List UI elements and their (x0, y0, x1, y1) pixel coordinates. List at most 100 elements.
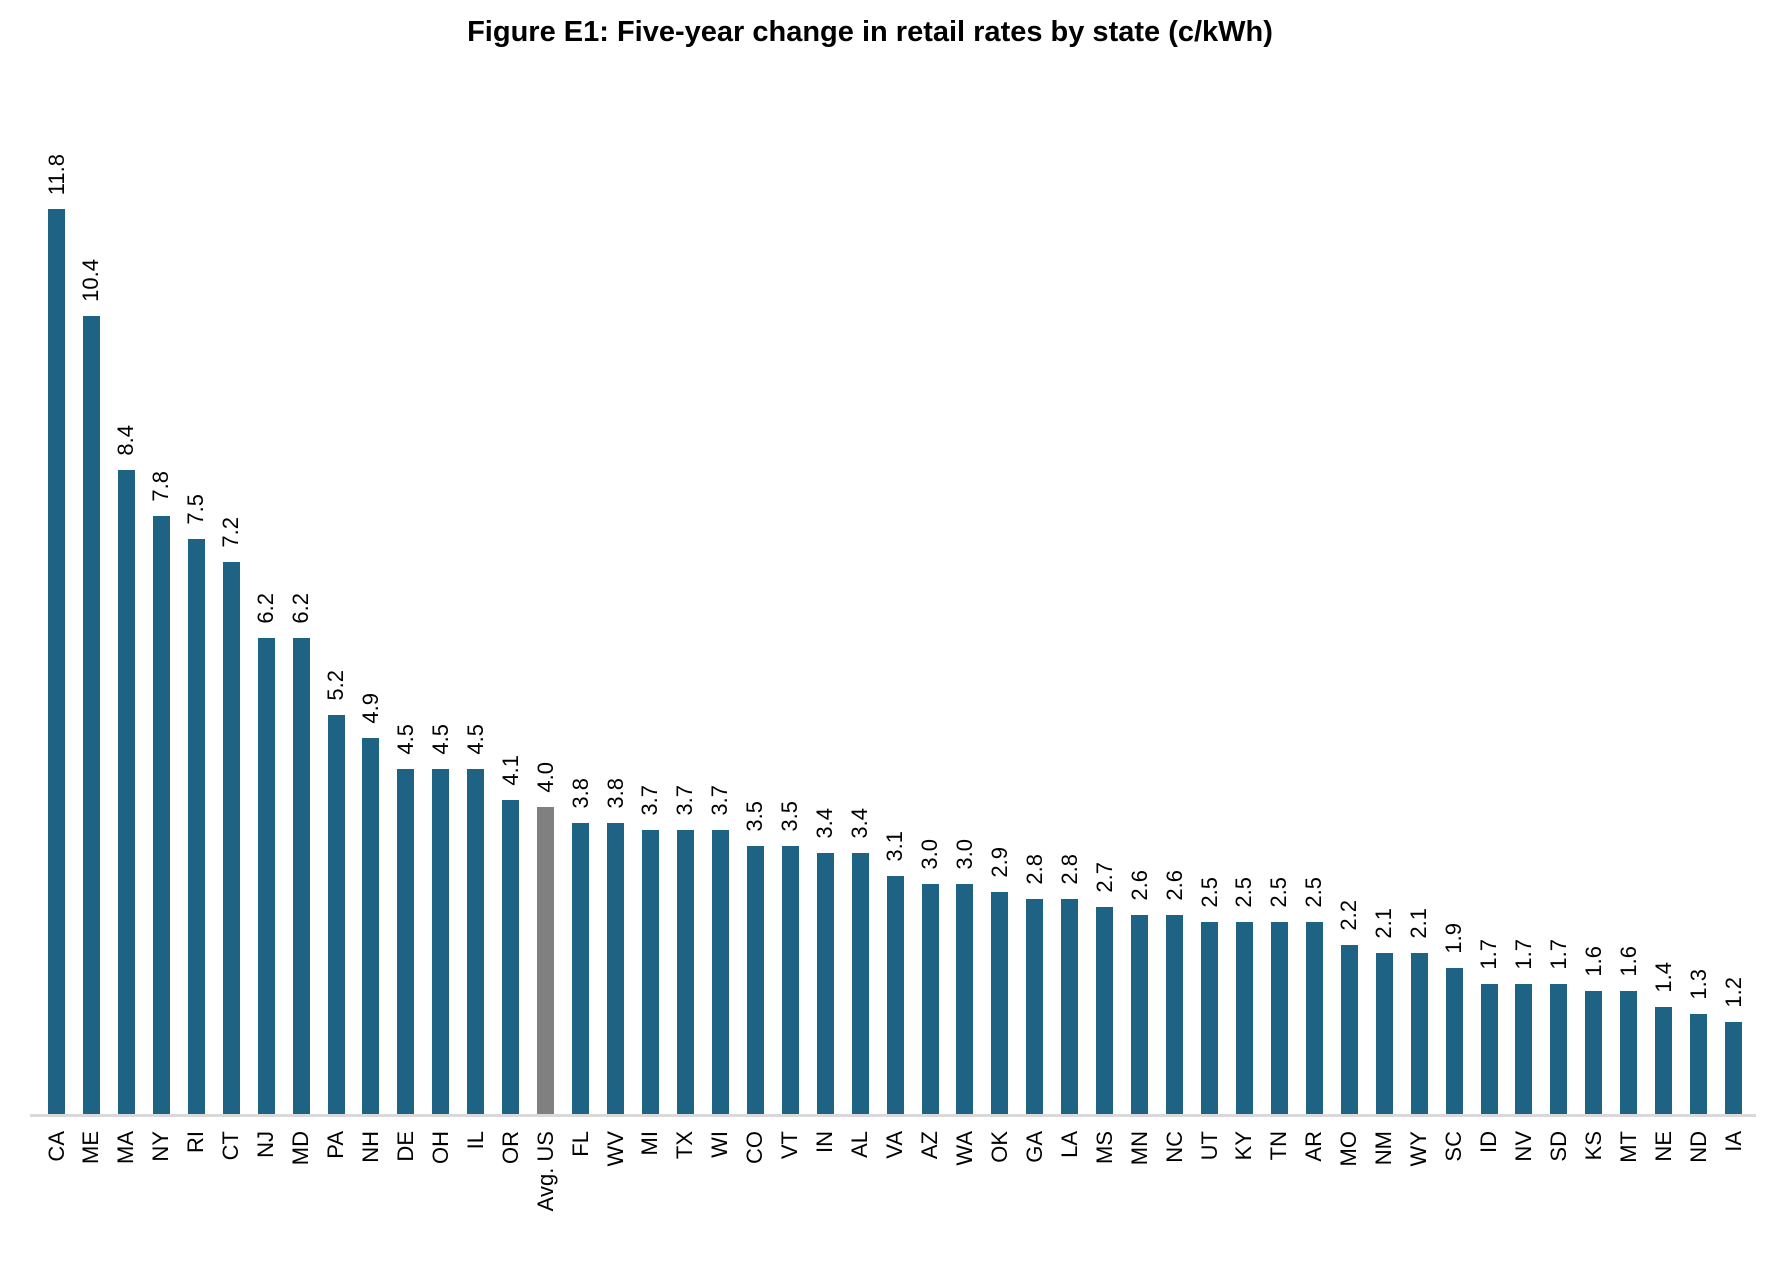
value-label-tx: 3.7 (672, 785, 698, 816)
bar-va (886, 876, 904, 1114)
value-label-ia: 1.2 (1720, 977, 1746, 1008)
value-label-mi: 3.7 (637, 785, 663, 816)
bar-az (921, 884, 939, 1114)
value-label-tn: 2.5 (1266, 877, 1292, 908)
value-label-vt: 3.5 (777, 801, 803, 832)
value-label-sd: 1.7 (1545, 939, 1571, 970)
value-label-pa: 5.2 (323, 670, 349, 701)
category-label-ct: CT (218, 1131, 244, 1161)
bar-oh (432, 769, 450, 1114)
bar-nd (1690, 1014, 1708, 1114)
value-label-il: 4.5 (462, 724, 488, 755)
bar-mn (1131, 915, 1149, 1114)
bar-mo (1340, 945, 1358, 1114)
value-label-mt: 1.6 (1615, 946, 1641, 977)
bar-ct (222, 562, 240, 1114)
value-label-wa: 3.0 (951, 839, 977, 870)
bar-nv (1515, 984, 1533, 1114)
category-label-ne: NE (1650, 1131, 1676, 1162)
bar-de (397, 769, 415, 1114)
value-label-ri: 7.5 (183, 494, 209, 525)
value-label-sc: 1.9 (1441, 923, 1467, 954)
bar-la (1061, 899, 1079, 1114)
bar-ks (1585, 991, 1603, 1114)
value-label-nv: 1.7 (1510, 939, 1536, 970)
bar-tx (676, 830, 694, 1114)
value-label-nj: 6.2 (253, 593, 279, 624)
category-label-ga: GA (1021, 1131, 1047, 1163)
category-label-in: IN (812, 1131, 838, 1153)
category-label-avg-us: Avg. US (532, 1131, 558, 1212)
bar-mt (1620, 991, 1638, 1114)
value-label-nd: 1.3 (1685, 969, 1711, 1000)
category-label-mn: MN (1126, 1131, 1152, 1166)
value-label-la: 2.8 (1056, 854, 1082, 885)
bar-avg-us (537, 807, 555, 1114)
category-label-pa: PA (323, 1131, 349, 1159)
category-label-me: ME (78, 1131, 104, 1164)
value-label-ut: 2.5 (1196, 877, 1222, 908)
category-label-de: DE (392, 1131, 418, 1162)
category-label-wy: WY (1406, 1131, 1432, 1167)
category-label-ky: KY (1231, 1131, 1257, 1161)
bar-ia (1725, 1022, 1743, 1114)
bar-or (502, 800, 520, 1114)
category-label-il: IL (462, 1131, 488, 1150)
value-label-ma: 8.4 (113, 425, 139, 456)
bar-nh (362, 738, 380, 1114)
value-label-md: 6.2 (288, 593, 314, 624)
category-label-mo: MO (1336, 1131, 1362, 1167)
bar-pa (327, 715, 345, 1114)
value-label-ms: 2.7 (1091, 862, 1117, 893)
value-label-nm: 2.1 (1371, 908, 1397, 939)
value-label-fl: 3.8 (567, 778, 593, 809)
category-label-ok: OK (986, 1131, 1012, 1163)
bar-ny (152, 516, 170, 1114)
category-label-nh: NH (357, 1131, 383, 1163)
chart-title: Figure E1: Five-year change in retail ra… (467, 16, 1273, 48)
category-label-ri: RI (183, 1131, 209, 1153)
value-label-ny: 7.8 (148, 471, 174, 502)
value-label-ne: 1.4 (1650, 962, 1676, 993)
category-label-mi: MI (637, 1131, 663, 1156)
bar-sd (1550, 984, 1568, 1114)
bar-ca (48, 209, 65, 1114)
value-label-nc: 2.6 (1161, 870, 1187, 901)
category-label-ks: KS (1580, 1131, 1606, 1161)
value-label-id: 1.7 (1476, 939, 1502, 970)
category-label-nm: NM (1371, 1131, 1397, 1166)
category-label-tx: TX (672, 1131, 698, 1160)
category-label-sc: SC (1441, 1131, 1467, 1162)
value-label-oh: 4.5 (427, 724, 453, 755)
category-label-ny: NY (148, 1131, 174, 1162)
value-label-ca: 11.8 (43, 153, 69, 195)
value-label-mo: 2.2 (1336, 900, 1362, 931)
value-label-in: 3.4 (812, 808, 838, 839)
bar-vt (781, 846, 799, 1114)
value-label-ks: 1.6 (1580, 946, 1606, 977)
value-label-ok: 2.9 (986, 847, 1012, 878)
bar-wv (607, 823, 625, 1114)
bar-ms (1096, 907, 1114, 1114)
category-label-la: LA (1056, 1131, 1082, 1158)
category-label-sd: SD (1545, 1131, 1571, 1162)
bar-ga (1026, 899, 1044, 1114)
category-label-ma: MA (113, 1131, 139, 1164)
category-label-ar: AR (1301, 1131, 1327, 1162)
value-label-de: 4.5 (392, 724, 418, 755)
value-label-wv: 3.8 (602, 778, 628, 809)
category-label-az: AZ (917, 1131, 942, 1160)
value-label-avg-us: 4.0 (532, 762, 558, 793)
bar-nj (257, 638, 275, 1114)
value-label-or: 4.1 (497, 755, 523, 786)
bar-al (851, 853, 869, 1114)
bar-sc (1445, 968, 1463, 1114)
category-label-co: CO (742, 1131, 768, 1164)
bar-wy (1410, 953, 1428, 1114)
bar-nm (1375, 953, 1393, 1114)
category-label-ca: CA (43, 1131, 69, 1162)
bar-md (292, 638, 310, 1114)
value-label-al: 3.4 (847, 808, 873, 839)
category-label-tn: TN (1266, 1131, 1292, 1161)
